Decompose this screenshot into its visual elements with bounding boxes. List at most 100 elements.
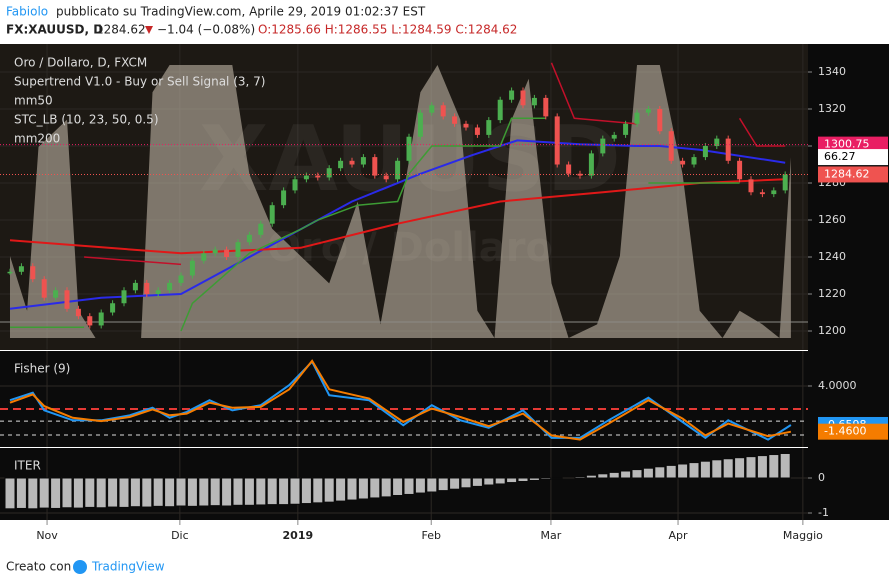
candle — [155, 290, 161, 294]
candle — [167, 282, 173, 291]
brand[interactable]: TradingView — [91, 560, 165, 574]
bar — [631, 469, 643, 479]
bar — [437, 477, 449, 492]
bar — [597, 473, 609, 479]
value-badge — [818, 423, 888, 440]
bar — [84, 477, 96, 508]
bar — [72, 477, 84, 509]
bar — [699, 460, 711, 479]
candle — [497, 99, 503, 121]
bar — [540, 477, 552, 480]
candle — [383, 175, 389, 180]
candle — [212, 249, 218, 254]
bar — [357, 477, 369, 500]
logo — [73, 560, 87, 574]
fisher-pane — [0, 351, 889, 447]
bar — [745, 456, 757, 479]
ma-line — [9, 139, 786, 310]
candle — [144, 282, 150, 294]
candle — [178, 275, 184, 283]
pane-2: -1 0 ITER — [0, 448, 829, 520]
candle — [258, 223, 264, 235]
bar — [221, 477, 233, 507]
legend-entry: mm50 — [14, 94, 53, 108]
bar — [335, 477, 347, 502]
x-tick-label: Apr — [669, 529, 689, 542]
price-badge-label: 1300.75 — [824, 138, 870, 151]
price-badge — [818, 136, 888, 153]
bar — [95, 477, 107, 509]
price-badge-label: 66.27 — [824, 150, 856, 163]
bar — [118, 477, 130, 508]
candle — [691, 157, 697, 165]
candle — [714, 138, 720, 146]
bar — [665, 464, 677, 479]
candle — [634, 112, 640, 124]
candle — [281, 190, 287, 206]
footer-text: Creato con — [6, 560, 71, 574]
value-badge-label: -1.4600 — [824, 425, 866, 438]
candle — [474, 127, 480, 135]
fisher-line — [9, 359, 792, 441]
candle — [702, 146, 708, 158]
candle — [657, 109, 663, 132]
bar — [300, 477, 312, 505]
candle — [440, 105, 446, 117]
bar — [61, 477, 73, 509]
candle — [292, 179, 298, 191]
ma-line — [9, 178, 786, 255]
bar — [585, 474, 597, 479]
bar — [15, 477, 27, 509]
bar — [346, 477, 358, 501]
x-tick-label: 2019 — [283, 529, 314, 542]
bar — [289, 477, 301, 505]
candle — [360, 157, 366, 165]
candle — [303, 175, 309, 180]
bar — [278, 477, 290, 506]
pane-title: Oro / Dollaro, D, FXCM — [14, 56, 147, 70]
bar — [528, 477, 540, 481]
bar — [141, 477, 153, 508]
bar — [266, 477, 278, 506]
ohlc: O:1285.66 H:1286.55 L:1284.59 C:1284.62 — [258, 23, 517, 37]
price: 1284.62 — [96, 23, 146, 37]
candle — [771, 190, 777, 195]
candle — [748, 179, 754, 193]
pane-title: ITER — [14, 459, 41, 473]
candle — [395, 160, 401, 180]
candle — [269, 205, 275, 224]
bar — [506, 477, 518, 484]
legend-entry: STC_LB (10, 23, 50, 0.5) — [14, 113, 159, 127]
bar — [129, 477, 141, 508]
fisher-line — [9, 360, 792, 441]
bar — [551, 477, 563, 480]
symbol: FX:XAUUSD, D — [6, 23, 103, 37]
x-tick-label: Dic — [171, 529, 189, 542]
bar — [50, 477, 62, 509]
y-tick-label: 1320 — [818, 102, 846, 115]
bar — [471, 477, 483, 487]
bar — [4, 477, 16, 510]
candle — [737, 160, 743, 180]
candle — [429, 105, 435, 113]
candle — [75, 308, 81, 317]
change: −1.04 (−0.08%) — [157, 23, 255, 37]
candle — [7, 271, 13, 274]
candle — [30, 266, 36, 280]
author[interactable]: Fabiolo — [6, 5, 48, 19]
pane-title: Fisher (9) — [14, 362, 70, 376]
y-tick-label: 1260 — [818, 213, 846, 226]
candle — [41, 279, 47, 298]
bar — [209, 477, 221, 507]
bar — [414, 477, 426, 494]
candle — [224, 249, 230, 257]
bar — [779, 452, 791, 479]
bar — [312, 477, 324, 504]
candle — [645, 109, 651, 113]
bar — [27, 477, 39, 510]
bar — [768, 454, 780, 479]
bar — [642, 467, 654, 479]
candle — [189, 260, 195, 276]
bar — [175, 477, 187, 507]
